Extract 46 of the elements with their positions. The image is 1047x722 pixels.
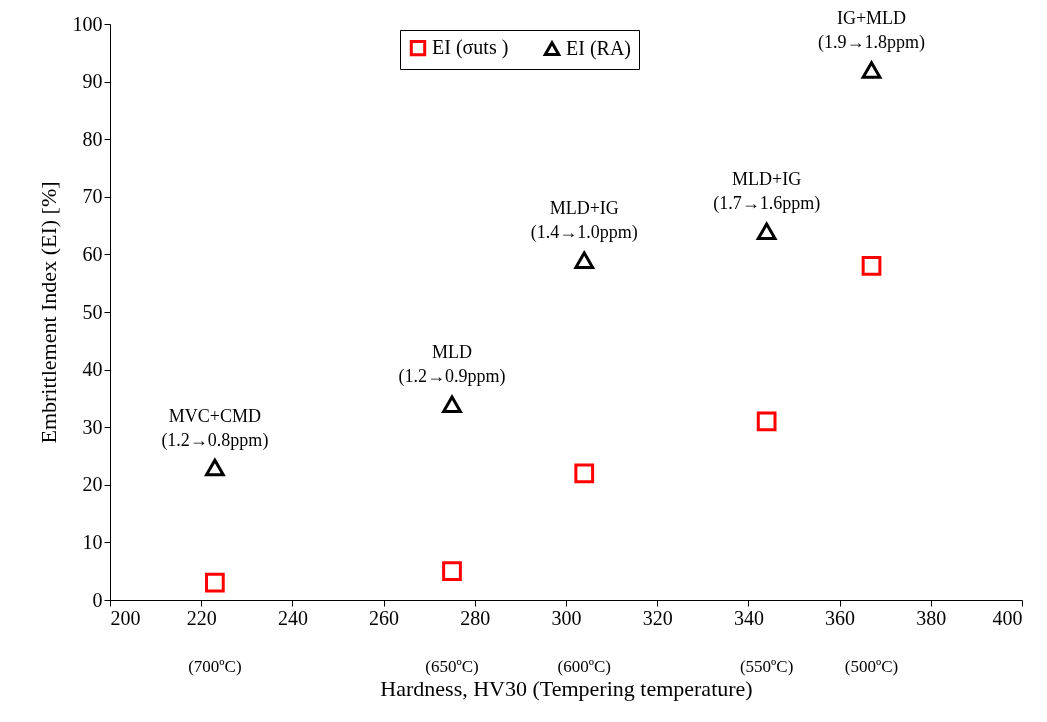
y-tick-label: 50 [82,300,103,323]
x-tick-label: 360 [825,606,856,629]
point [442,395,462,413]
legend-label: EI (σuts ) [432,36,509,60]
y-tick-label: 30 [82,415,103,438]
annotation: MLD+IG (1.4→1.0ppm) [530,198,638,244]
y-tick-label: 40 [82,358,103,381]
y-tick-label: 20 [82,473,103,496]
text: (500ºC) [844,657,899,676]
y-tick-label: 60 [82,242,103,265]
point [756,411,777,432]
text: (650ºC) [425,657,479,676]
y-tick-label: 0 [92,588,103,611]
annotation: IG+MLD (1.9→1.8ppm) [818,8,926,54]
y-tick-label: 90 [82,70,103,93]
x-tick-label: 340 [733,606,764,629]
annotation: MLD (1.2→0.9ppm) [398,342,506,388]
y-axis-title: Embrittlement Index (EI) [%] [35,181,61,444]
x-tick-label: 380 [916,606,947,629]
annotation: MLD+IG (1.7→1.6ppm) [713,169,821,215]
point [205,458,225,477]
text: (550ºC) [739,657,794,676]
point [861,61,882,79]
point [861,256,882,276]
point [574,251,595,269]
annotation: MVC+CMD (1.2→0.8ppm) [161,405,269,451]
x-tick-label: 200 [110,606,141,629]
x-tick-label: 280 [460,606,491,629]
text: (600ºC) [557,657,611,676]
x-tick-label: 240 [277,606,308,629]
point [442,561,462,582]
x-tick-label: 300 [551,606,582,629]
y-tick-label: 10 [82,530,103,553]
point [574,463,595,484]
x-axis-title: Hardness, HV30 (Tempering temperature) [380,675,753,701]
y-tick-label: 70 [82,185,103,208]
point [756,222,777,241]
point [205,572,225,593]
y-tick-label: 80 [82,127,103,150]
x-tick-label: 260 [369,606,400,629]
x-tick-label: 320 [642,606,673,629]
y-tick-label: 100 [72,12,103,35]
x-tick-label: 400 [992,606,1023,629]
x-tick-label: 220 [186,606,217,629]
legend-label: EI (RA) [566,36,631,60]
text: (700ºC) [188,657,242,676]
